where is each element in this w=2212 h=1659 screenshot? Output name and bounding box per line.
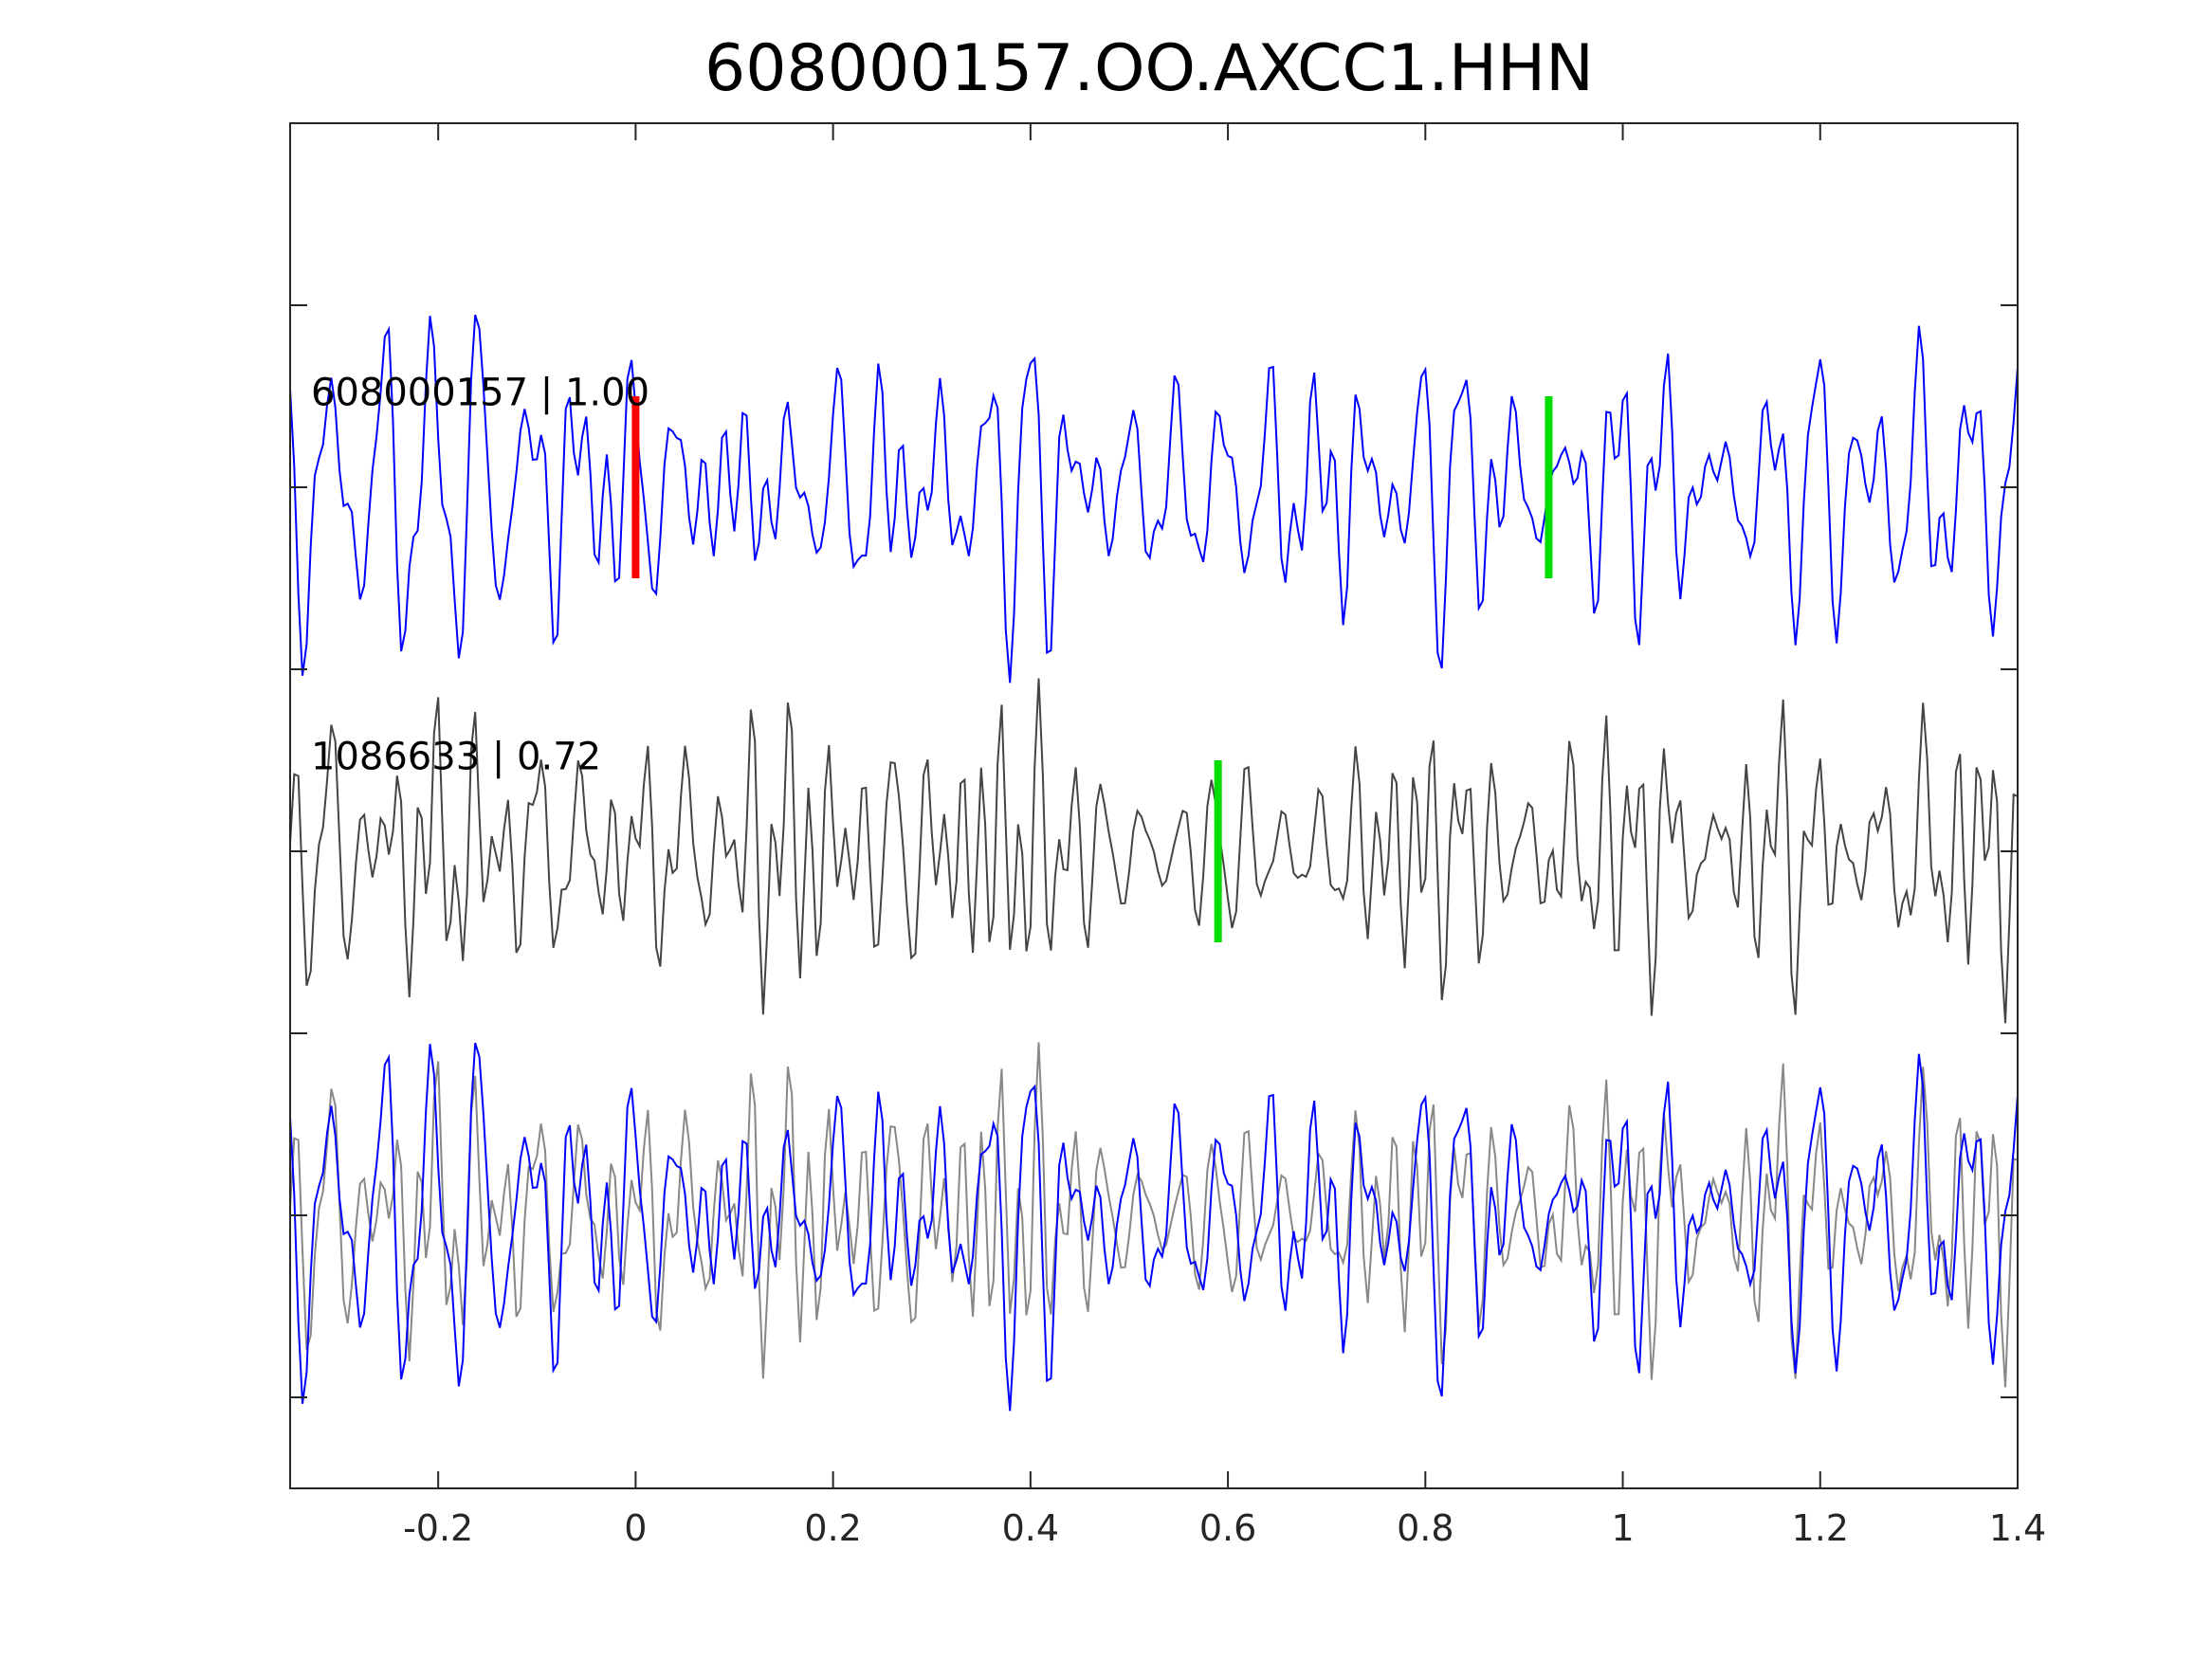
waveforms: [289, 314, 2019, 1412]
phase-picks: [631, 396, 1553, 942]
x-tick-label-7: 1.2: [1792, 1507, 1849, 1549]
trace-2-label: 1086633 | 0.72: [311, 736, 601, 779]
x-tick-label-4: 0.6: [1199, 1507, 1256, 1549]
trace-labels: 608000157 | 1.00 1086633 | 0.72: [311, 372, 649, 779]
trace-1-label: 608000157 | 1.00: [311, 372, 649, 415]
x-tick-label-8: 1.4: [1989, 1507, 2046, 1549]
trace-1-line: [289, 314, 2019, 684]
x-tick-label-5: 0.8: [1397, 1507, 1453, 1549]
x-tick-label-1: 0: [624, 1507, 647, 1549]
x-tick-labels: -0.2 0 0.2 0.4 0.6 0.8 1 1.2 1.4: [403, 1507, 2046, 1549]
x-tick-label-6: 1: [1611, 1507, 1634, 1549]
chart-title: 608000157.OO.AXCC1.HHN: [704, 31, 1594, 106]
overlay-template-line: [289, 1042, 2019, 1388]
axis-ticks: [290, 123, 2019, 1488]
x-tick-label-2: 0.2: [804, 1507, 861, 1549]
x-tick-label-3: 0.4: [1002, 1507, 1059, 1549]
plot-area-border: [289, 122, 2019, 1489]
x-tick-label-0: -0.2: [403, 1507, 473, 1549]
overlay-reference-line: [289, 1042, 2019, 1412]
trace-2-line: [289, 678, 2019, 1024]
